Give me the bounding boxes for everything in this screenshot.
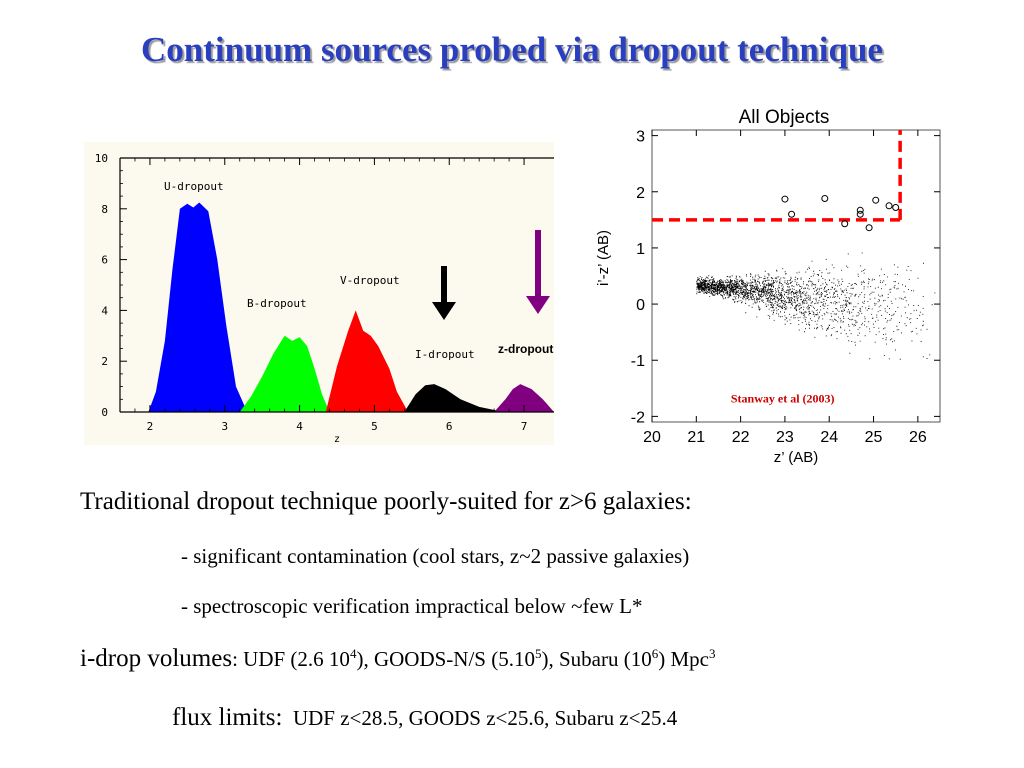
x-tick-label-5: 7 bbox=[521, 420, 528, 433]
bullet-2: - spectroscopic verification impractical… bbox=[181, 594, 643, 618]
x-tick-label-0: 20 bbox=[643, 429, 661, 446]
y-tick-label-0: -2 bbox=[631, 409, 645, 426]
volumes-goods-exponent: 5 bbox=[534, 646, 542, 661]
dropout-candidate-7 bbox=[872, 196, 880, 204]
x-tick-label-0: 2 bbox=[147, 420, 154, 433]
y-tick-label-5: 10 bbox=[95, 152, 108, 165]
dropout-candidate-4 bbox=[856, 210, 864, 218]
volumes-unit: ) Mpc bbox=[658, 647, 709, 671]
y-tick-label-2: 4 bbox=[101, 304, 108, 317]
dropout-candidate-0 bbox=[781, 195, 789, 203]
dropout-candidate-5 bbox=[856, 206, 864, 214]
arrow-1-head bbox=[526, 296, 550, 314]
x-tick-label-2: 4 bbox=[296, 420, 303, 433]
x-tick-label-4: 24 bbox=[820, 429, 838, 446]
series-label-b-dropout: B-dropout bbox=[247, 297, 307, 310]
volumes-line: i-drop volumes: UDF (2.6 104), GOODS-N/S… bbox=[80, 645, 715, 673]
x-tick-label-2: 22 bbox=[732, 429, 750, 446]
flux-limits-lead: flux limits: bbox=[172, 704, 283, 731]
volumes-subaru-exponent: 6 bbox=[651, 646, 659, 661]
x-axis-label: z’ (AB) bbox=[774, 449, 818, 466]
x-tick-label-6: 26 bbox=[909, 429, 927, 446]
dropout-redshift-chart: 0 2 4 6 8 10 2 3 4 5 6 7 z U-dropout B-dropout V-dropou… bbox=[84, 142, 554, 445]
dropout-candidate-6 bbox=[865, 224, 873, 232]
volumes-subaru: ), Subaru (10 bbox=[541, 647, 652, 671]
dropout-candidate-8 bbox=[885, 202, 893, 210]
series-label-u-dropout: U-dropout bbox=[164, 180, 224, 193]
x-tick-label-4: 6 bbox=[446, 420, 453, 433]
y-tick-label-3: 6 bbox=[101, 254, 108, 267]
slide-title: Continuum sources probed via dropout tec… bbox=[141, 30, 883, 69]
body-line-1: Traditional dropout technique poorly-sui… bbox=[80, 488, 692, 515]
y-tick-label-2: 0 bbox=[636, 297, 645, 314]
dropout-candidate-2 bbox=[821, 195, 829, 203]
dropout-candidate-1 bbox=[788, 210, 796, 218]
x-tick-label-3: 5 bbox=[371, 420, 378, 433]
field-population-points bbox=[696, 252, 936, 360]
bullet-1: - significant contamination (cool stars,… bbox=[181, 544, 690, 568]
x-axis-label: z bbox=[334, 434, 340, 445]
y-axis-label: i’-z’ (AB) bbox=[595, 230, 612, 286]
volumes-unit-exponent: 3 bbox=[708, 646, 716, 661]
series-4-area bbox=[494, 384, 554, 412]
volumes-lead: i-drop volumes bbox=[80, 645, 233, 672]
x-tick-label-5: 25 bbox=[865, 429, 883, 446]
series-label-v-dropout: V-dropout bbox=[340, 274, 400, 287]
y-tick-label-4: 2 bbox=[636, 185, 645, 202]
series-2-area bbox=[325, 310, 409, 412]
series-1-area bbox=[239, 335, 330, 412]
series-label-i-dropout: I-dropout bbox=[415, 348, 475, 361]
y-tick-label-3: 1 bbox=[636, 241, 645, 258]
x-tick-label-1: 21 bbox=[687, 429, 705, 446]
x-tick-label-3: 23 bbox=[776, 429, 794, 446]
y-tick-label-1: -1 bbox=[631, 353, 645, 370]
series-3-area bbox=[404, 384, 510, 412]
y-tick-label-1: 2 bbox=[101, 355, 108, 368]
dropout-candidate-3 bbox=[841, 220, 849, 228]
arrow-0-head bbox=[432, 302, 456, 320]
y-tick-label-4: 8 bbox=[101, 203, 108, 216]
volumes-udf: UDF (2.6 10 bbox=[237, 647, 350, 671]
series-0-area bbox=[148, 202, 248, 412]
volumes-colon: : bbox=[232, 647, 238, 671]
figure-credit: Stanway et al (2003) bbox=[731, 391, 835, 405]
flux-limits-line: flux limits: UDF z<28.5, GOODS z<25.6, S… bbox=[172, 704, 677, 732]
flux-limits-values: UDF z<28.5, GOODS z<25.6, Subaru z<25.4 bbox=[292, 706, 678, 730]
y-tick-label-5: 3 bbox=[636, 129, 645, 146]
volumes-goods: ), GOODS-N/S (5.10 bbox=[356, 647, 535, 671]
x-tick-label-1: 3 bbox=[221, 420, 228, 433]
plot-frame bbox=[651, 129, 941, 423]
volumes-udf-exponent: 4 bbox=[349, 646, 357, 661]
y-tick-label-0: 0 bbox=[101, 406, 108, 419]
series-label-z-dropout: z-dropout bbox=[498, 342, 553, 356]
dropout-candidate-9 bbox=[892, 203, 900, 211]
chart-title: All Objects bbox=[739, 107, 830, 128]
